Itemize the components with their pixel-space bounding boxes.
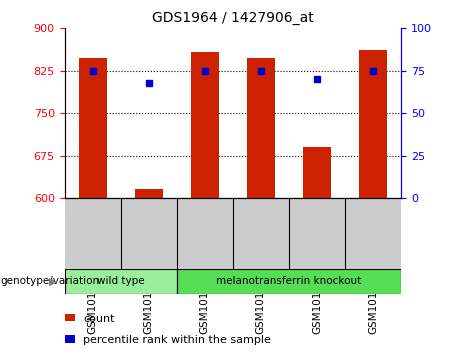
Bar <box>303 147 331 198</box>
Text: genotype/variation: genotype/variation <box>0 276 99 286</box>
Bar <box>135 189 163 198</box>
Title: GDS1964 / 1427906_at: GDS1964 / 1427906_at <box>152 11 313 24</box>
Bar <box>247 58 275 198</box>
Bar <box>191 52 219 198</box>
Bar <box>359 50 387 198</box>
Bar <box>177 269 401 294</box>
Text: melanotransferrin knockout: melanotransferrin knockout <box>216 276 361 286</box>
Text: count: count <box>83 314 114 324</box>
Text: percentile rank within the sample: percentile rank within the sample <box>83 335 271 345</box>
Text: wild type: wild type <box>97 276 144 286</box>
Text: ▶: ▶ <box>49 276 58 286</box>
Bar <box>78 58 106 198</box>
Bar <box>65 269 177 294</box>
